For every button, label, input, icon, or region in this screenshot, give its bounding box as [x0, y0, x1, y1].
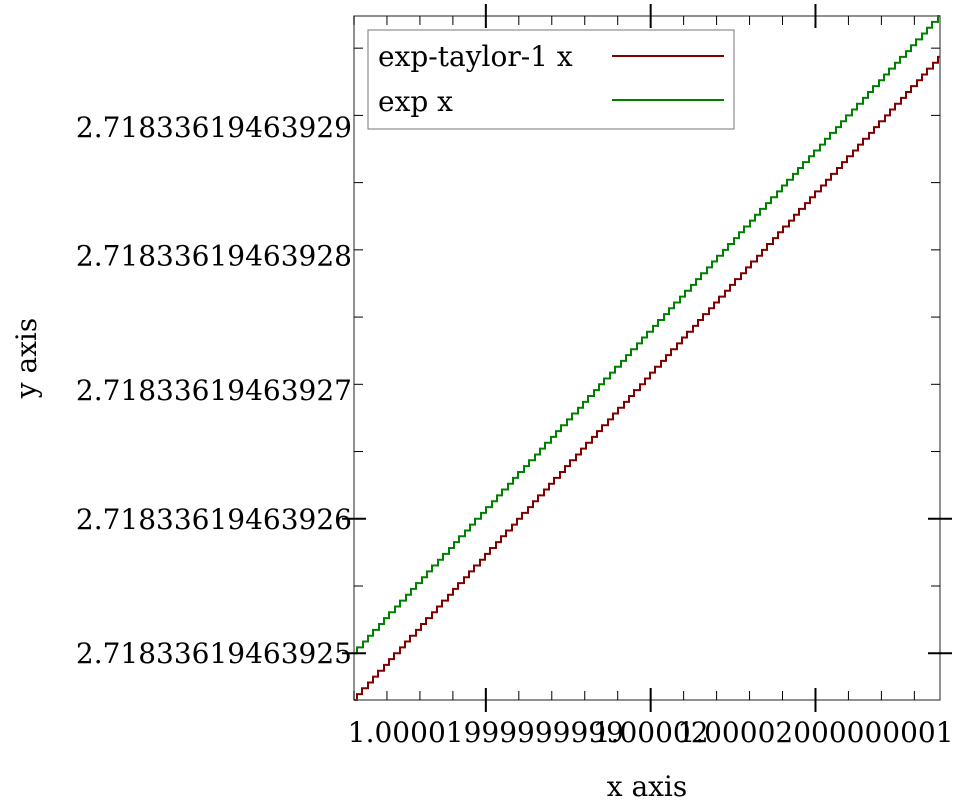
y-tick-label: 2.71833619463927 — [76, 374, 352, 407]
y-tick-label: 2.71833619463925 — [76, 637, 352, 670]
legend-label-exp-taylor: exp-taylor-1 x — [378, 40, 573, 73]
y-tick-label: 2.71833619463928 — [76, 240, 352, 273]
ticks — [342, 4, 952, 712]
y-axis-label: y axis — [10, 318, 43, 400]
legend-box — [367, 29, 735, 130]
x-axis-label: x axis — [607, 770, 688, 803]
x-tick-label: 1.00001999999999 — [348, 716, 624, 749]
series-line-exp — [354, 15, 940, 655]
y-tick-label: 2.71833619463929 — [76, 111, 352, 144]
x-tick-label: 1.00002 — [593, 716, 709, 749]
x-tick-label: 1.00002000000001 — [677, 716, 953, 749]
legend: exp-taylor-1 x exp x — [367, 29, 735, 130]
series-line-exp-taylor — [354, 55, 940, 701]
y-tick-label: 2.71833619463926 — [76, 503, 352, 536]
plot-frame — [353, 15, 941, 701]
series-layer — [354, 15, 940, 701]
legend-label-exp: exp x — [378, 85, 453, 118]
